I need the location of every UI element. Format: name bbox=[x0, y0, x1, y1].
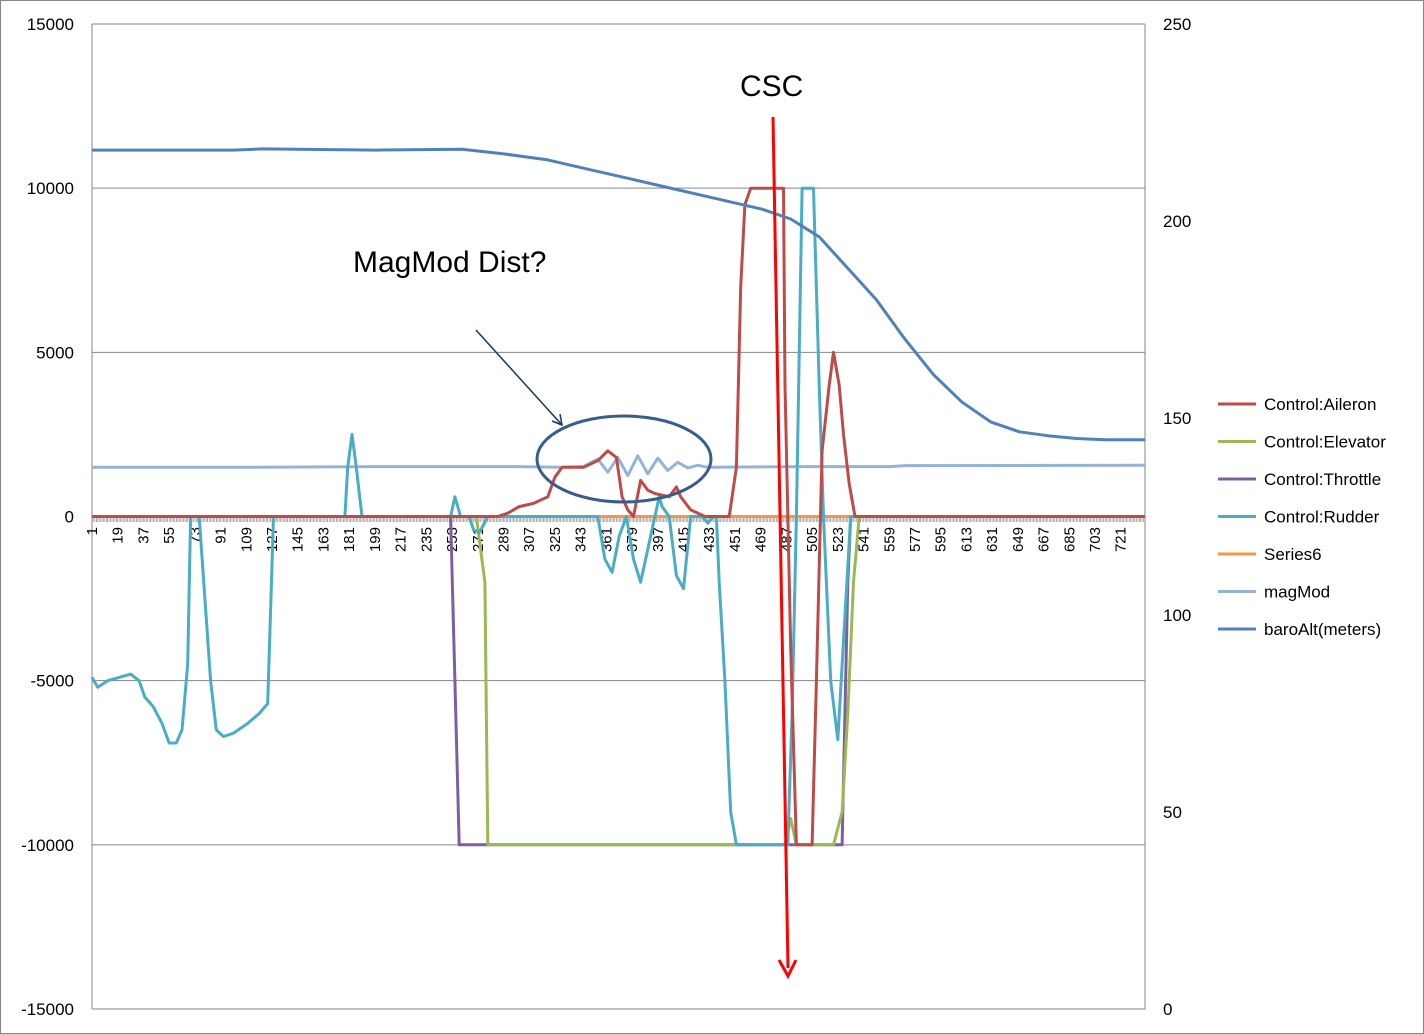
x-tick-labels: 1 19 37 55 73 91 109 127 145 163 181 199 217 235 253 27… bbox=[84, 527, 1130, 552]
x-tick-label-37: 667 bbox=[1036, 527, 1053, 552]
x-tick-label-30: 541 bbox=[856, 527, 873, 552]
x-tick-label-38: 685 bbox=[1061, 527, 1078, 552]
y-left-tick-labels: 15000 10000 5000 0 -5000 -10000 -15000 bbox=[21, 15, 74, 1019]
y-left-tick-label-1: 10000 bbox=[27, 179, 74, 198]
csc-arrow-head bbox=[777, 959, 798, 980]
series-line-magmod bbox=[92, 454, 1146, 477]
y-left-tick-label-0: 15000 bbox=[27, 15, 74, 34]
series-line-control-aileron bbox=[92, 186, 1145, 847]
x-tick-label-6: 109 bbox=[238, 527, 255, 552]
x-tick-label-12: 217 bbox=[393, 527, 410, 552]
x-tick-label-31: 559 bbox=[881, 527, 898, 552]
series-lines bbox=[90, 147, 1146, 847]
x-tick-label-19: 343 bbox=[573, 527, 590, 552]
x-tick-label-1: 19 bbox=[110, 527, 127, 544]
y-left-tick-label-6: -15000 bbox=[21, 1000, 74, 1019]
x-tick-label-35: 631 bbox=[984, 527, 1001, 552]
series-line-control-rudder bbox=[90, 186, 1145, 847]
y-right-tick-label-2: 150 bbox=[1163, 409, 1191, 428]
y-right-tick-label-1: 200 bbox=[1163, 212, 1191, 231]
x-tick-label-17: 307 bbox=[521, 527, 538, 552]
legend-label-baroalt-meters-: baroAlt(meters) bbox=[1264, 620, 1381, 639]
x-tick-label-26: 469 bbox=[753, 527, 770, 552]
x-tick-label-36: 649 bbox=[1010, 527, 1027, 552]
x-tick-label-28: 505 bbox=[804, 527, 821, 552]
x-tick-label-2: 37 bbox=[135, 527, 152, 544]
magmod-highlight-ellipse bbox=[535, 414, 713, 504]
x-tick-label-16: 289 bbox=[495, 527, 512, 552]
legend-label-magmod: magMod bbox=[1264, 583, 1330, 602]
x-tick-label-0: 1 bbox=[84, 527, 101, 535]
x-tick-label-11: 199 bbox=[367, 527, 384, 552]
x-tick-label-32: 577 bbox=[907, 527, 924, 552]
magmod-arrow-head bbox=[551, 413, 563, 427]
y-right-tick-label-0: 250 bbox=[1163, 15, 1191, 34]
x-tick-label-3: 55 bbox=[161, 527, 178, 544]
x-tick-label-22: 397 bbox=[650, 527, 667, 552]
y-left-tick-label-4: -5000 bbox=[31, 672, 74, 691]
annotation-magmod-dist: MagMod Dist? bbox=[353, 246, 546, 279]
legend-label-control-rudder: Control:Rudder bbox=[1264, 508, 1380, 527]
x-tick-label-18: 325 bbox=[547, 527, 564, 552]
x-tick-label-13: 235 bbox=[418, 527, 435, 552]
csc-arrow-shaft bbox=[771, 116, 790, 969]
y-right-tick-label-5: 0 bbox=[1163, 1000, 1172, 1019]
y-right-tick-labels: 250 200 150 100 50 0 bbox=[1163, 15, 1191, 1019]
x-tick-label-24: 433 bbox=[701, 527, 718, 552]
x-tick-label-40: 721 bbox=[1113, 527, 1130, 552]
legend: Control:Aileron Control:Elevator Control:T… bbox=[1218, 395, 1386, 639]
legend-label-series6: Series6 bbox=[1264, 545, 1322, 564]
x-tick-label-5: 91 bbox=[213, 527, 230, 544]
x-tick-label-33: 595 bbox=[933, 527, 950, 552]
y-right-tick-label-3: 100 bbox=[1163, 606, 1191, 625]
y-right-tick-label-4: 50 bbox=[1163, 803, 1182, 822]
legend-label-control-throttle: Control:Throttle bbox=[1264, 470, 1381, 489]
y-left-tick-label-5: -10000 bbox=[21, 836, 74, 855]
legend-label-control-elevator: Control:Elevator bbox=[1264, 433, 1386, 452]
legend-label-control-aileron: Control:Aileron bbox=[1264, 395, 1376, 414]
x-tick-label-10: 181 bbox=[341, 527, 358, 552]
series-line-baroalt-meters- bbox=[92, 147, 1145, 442]
y-left-tick-label-2: 5000 bbox=[36, 343, 74, 362]
y-left-tick-label-3: 0 bbox=[65, 508, 74, 527]
x-tick-label-9: 163 bbox=[315, 527, 332, 552]
magmod-arrow-shaft bbox=[475, 329, 563, 426]
x-tick-label-39: 703 bbox=[1087, 527, 1104, 552]
x-tick-label-29: 523 bbox=[830, 527, 847, 552]
annotations: CSC MagMod Dist? bbox=[353, 70, 803, 980]
x-tick-label-34: 613 bbox=[958, 527, 975, 552]
x-tick-label-25: 451 bbox=[727, 527, 744, 552]
annotation-csc: CSC bbox=[740, 70, 803, 103]
x-tick-label-8: 145 bbox=[290, 527, 307, 552]
